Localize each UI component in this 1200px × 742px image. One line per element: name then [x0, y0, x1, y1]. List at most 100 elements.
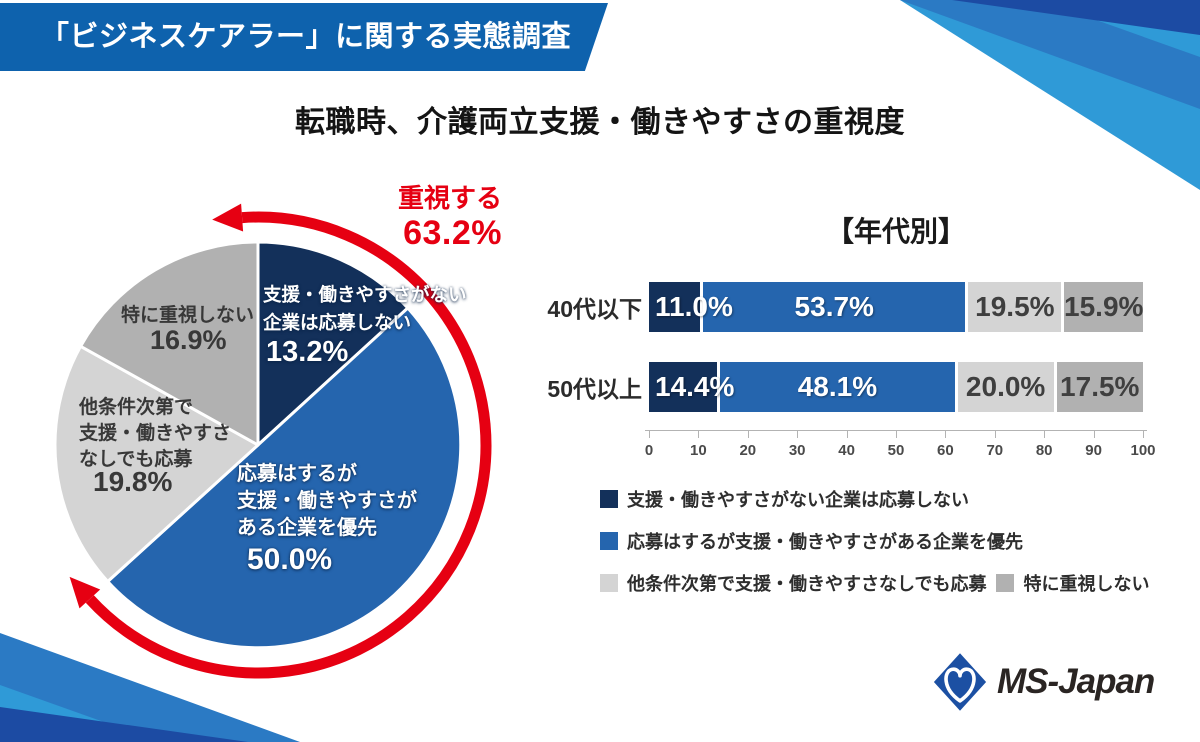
axis-tick-mark — [1044, 431, 1046, 438]
axis-tick-mark — [846, 431, 848, 438]
legend-label-depends-conditions: 他条件次第で支援・働きやすさなしでも応募 — [627, 574, 987, 594]
axis-tick-label: 100 — [1130, 442, 1156, 459]
pie-label-depends-conditions-line2: 支援・働きやすさ — [79, 423, 232, 444]
header-banner: 「ビジネスケアラー」に関する実態調査 — [0, 3, 608, 71]
corner-decoration-bottom-left-royal-band — [0, 707, 248, 742]
axis-tick-label: 60 — [937, 442, 954, 459]
pie-label-depends-conditions-line1: 他条件次第で — [79, 397, 194, 418]
legend-item-not-important: 特に重視しない — [996, 570, 1149, 596]
bar-chart-title: 【年代別】 — [825, 216, 966, 247]
legend-label-prefer-company: 応募はするが支援・働きやすさがある企業を優先 — [627, 532, 1023, 552]
axis-tick-mark — [698, 431, 700, 438]
axis-tick-mark — [1143, 431, 1144, 438]
axis-tick-label: 10 — [690, 442, 707, 459]
pie-label-prefer-company: 応募はするが 支援・働きやすさが ある企業を優先 — [237, 461, 417, 542]
axis-tick-mark — [797, 431, 799, 438]
survey-banner-title: 「ビジネスケアラー」に関する実態調査 — [40, 21, 572, 53]
axis-tick-mark — [945, 431, 947, 438]
bar-row-40代以下: 40代以下 11.0% 53.7% 19.5% 15.9% — [527, 282, 1143, 332]
axis-tick-label: 50 — [887, 442, 905, 459]
ms-japan-logo-diamond-icon — [933, 653, 987, 711]
legend-row-3: 他条件次第で支援・働きやすさなしでも応募 特に重視しない — [600, 570, 1149, 596]
ms-japan-logo: MS-Japan — [933, 652, 1155, 712]
legend-label-no-apply: 支援・働きやすさがない企業は応募しない — [627, 490, 969, 510]
pie-segment-1 — [256, 240, 410, 447]
axis-tick-mark — [1093, 431, 1095, 438]
pie-value-depends-conditions: 19.8% — [93, 466, 173, 497]
pie-segment-4 — [79, 240, 260, 447]
legend-row-1: 支援・働きやすさがない企業は応募しない — [600, 486, 1149, 512]
pie-annotation-value: 63.2% — [403, 214, 502, 252]
bar-segment-value: 14.4% — [655, 371, 735, 402]
bar-segment-1: 14.4% — [649, 362, 734, 412]
bar-category-label: 50代以上 — [547, 376, 642, 402]
bar-chart-rows: 40代以下 11.0% 53.7% 19.5% 15.9% 50代以上 14.4% 48.1%… — [527, 282, 1143, 442]
page-title: 転職時、介護両立支援・働きやすさの重視度 — [295, 106, 905, 139]
pie-chart — [53, 203, 492, 679]
axis-tick-mark — [994, 431, 996, 438]
pie-annotation-emphasize: 重視する 63.2% — [370, 183, 502, 252]
bar-segment-4: 15.9% — [1064, 282, 1143, 332]
pie-segment-2 — [106, 306, 463, 650]
legend-swatch-blue — [600, 532, 618, 550]
ms-japan-logo-text: MS-Japan — [997, 662, 1155, 701]
axis-tick-label: 80 — [1035, 442, 1053, 459]
pie-value-prefer-company: 50.0% — [247, 543, 333, 576]
legend-item-depends-conditions: 他条件次第で支援・働きやすさなしでも応募 — [600, 570, 986, 596]
bar-segment-value: 17.5% — [1060, 371, 1140, 402]
pie-label-no-apply-line2: 企業は応募しない — [263, 312, 412, 333]
bar-track: 14.4% 48.1% 20.0% 17.5% — [649, 362, 1143, 412]
corner-decoration-top-right-medium-band — [900, 0, 1200, 109]
bar-segment-2: 48.1% — [720, 362, 958, 412]
corner-decoration-top-right-royal-band — [952, 0, 1200, 35]
bar-row-50代以上: 50代以上 14.4% 48.1% 20.0% 17.5% — [527, 362, 1143, 412]
axis-tick-label: 30 — [788, 442, 806, 459]
pie-label-not-important: 特に重視しない — [121, 305, 255, 326]
axis-tick-mark — [649, 431, 650, 438]
bar-segment-3: 20.0% — [957, 362, 1057, 412]
axis-tick-label: 70 — [986, 442, 1004, 459]
axis-line — [645, 430, 1147, 431]
pie-label-no-apply: 支援・働きやすさがない 企業は応募しない — [263, 281, 467, 337]
axis-tick-label: 20 — [739, 442, 757, 459]
pie-label-prefer-company-line1: 応募はするが — [237, 463, 357, 485]
pie-annotation-label: 重視する — [397, 183, 502, 213]
bar-segment-value: 53.7% — [794, 291, 874, 322]
chart-legend: 支援・働きやすさがない企業は応募しない 応募はするが支援・働きやすさがある企業を… — [600, 486, 1149, 612]
bar-segment-1: 11.0% — [649, 282, 733, 332]
emphasis-arc-arrowhead-top — [212, 203, 244, 232]
pie-label-depends-conditions-line3: なしでも応募 — [79, 449, 193, 470]
pie-label-prefer-company-line3: ある企業を優先 — [237, 517, 377, 539]
corner-decoration-top-right-light-sliver — [1040, 0, 1200, 57]
bar-segment-value: 48.1% — [797, 371, 878, 402]
axis-tick-mark — [747, 431, 749, 438]
pie-label-prefer-company-line2: 支援・働きやすさが — [237, 490, 417, 512]
bar-segment-4: 17.5% — [1056, 362, 1143, 412]
bar-track: 11.0% 53.7% 19.5% 15.9% — [649, 282, 1143, 332]
pie-value-not-important: 16.9% — [150, 325, 227, 355]
legend-row-2: 応募はするが支援・働きやすさがある企業を優先 — [600, 528, 1149, 554]
pie-segment-3 — [53, 344, 260, 583]
legend-swatch-navy — [600, 490, 618, 508]
bar-segment-value: 11.0% — [655, 291, 733, 322]
legend-item-no-apply: 支援・働きやすさがない企業は応募しない — [600, 486, 969, 512]
legend-label-not-important: 特に重視しない — [1023, 574, 1150, 594]
emphasis-arc-arrowhead-bottom — [69, 576, 101, 609]
logo-heart-shape — [944, 667, 976, 703]
bar-segment-value: 19.5% — [975, 291, 1055, 322]
bar-segment-2: 53.7% — [703, 282, 969, 332]
bar-segment-value: 20.0% — [965, 371, 1046, 402]
axis-tick-mark — [896, 431, 897, 438]
axis-tick-label: 90 — [1085, 442, 1102, 459]
legend-item-prefer-company: 応募はするが支援・働きやすさがある企業を優先 — [600, 528, 1023, 554]
bar-category-label: 40代以下 — [547, 296, 642, 322]
bar-segment-value: 15.9% — [1064, 291, 1144, 322]
bar-segment-3: 19.5% — [968, 282, 1065, 332]
axis-tick-label: 40 — [838, 442, 855, 459]
legend-swatch-mid-gray — [996, 574, 1015, 592]
axis-tick-label: 0 — [644, 442, 654, 459]
legend-swatch-light-gray — [600, 574, 618, 592]
pie-label-no-apply-line1: 支援・働きやすさがない — [263, 284, 467, 305]
bar-chart-axis: 0 10 20 30 40 50 60 70 80 90 100 — [645, 430, 1156, 460]
pie-label-depends-conditions: 他条件次第で 支援・働きやすさ なしでも応募 — [79, 395, 231, 473]
